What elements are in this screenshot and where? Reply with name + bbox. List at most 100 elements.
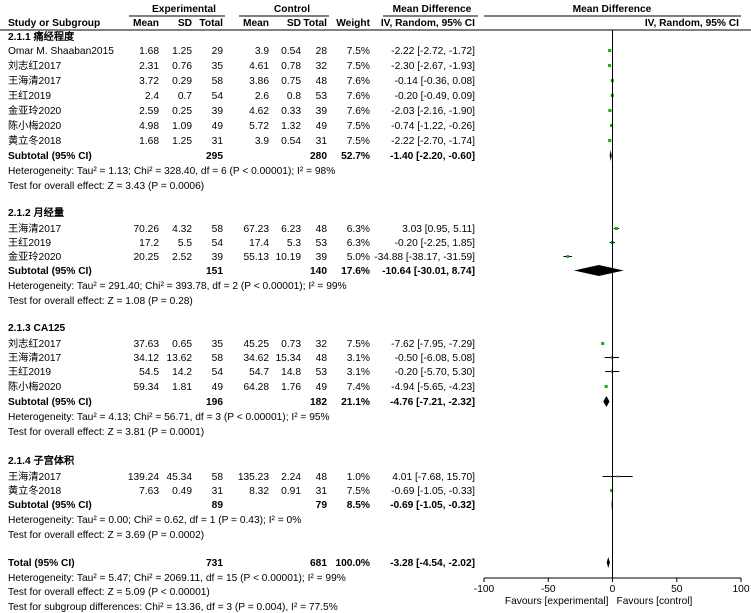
study-weight: 1.0% xyxy=(347,472,370,483)
subtotal-c-n: 182 xyxy=(310,397,327,408)
subtotal-e-n: 151 xyxy=(206,266,223,277)
study-e-mean: 3.72 xyxy=(139,76,159,87)
header-e-total: Total xyxy=(199,18,223,29)
study-c-n: 31 xyxy=(316,486,328,497)
study-c-n: 31 xyxy=(316,136,328,147)
study-c-mean: 17.4 xyxy=(249,238,269,249)
header-control: Control xyxy=(274,4,310,15)
study-e-sd: 1.25 xyxy=(172,46,192,57)
study-weight: 6.3% xyxy=(347,238,370,249)
study-weight: 6.3% xyxy=(347,224,370,235)
study-marker xyxy=(566,255,570,258)
total-heterogeneity: Heterogeneity: Tau² = 5.47; Chi² = 2069.… xyxy=(8,573,346,584)
subtotal-weight: 52.7% xyxy=(341,151,370,162)
study-c-sd: 2.24 xyxy=(281,472,301,483)
study-c-n: 49 xyxy=(316,121,328,132)
study-name: 刘志红2017 xyxy=(8,337,62,350)
study-name: 王红2019 xyxy=(8,89,51,102)
study-e-mean: 1.68 xyxy=(139,136,159,147)
study-name: 陈小梅2020 xyxy=(8,380,62,393)
subtotal-weight: 8.5% xyxy=(347,500,370,511)
subgroup-heterogeneity: Heterogeneity: Tau² = 291.40; Chi² = 393… xyxy=(8,281,347,292)
subtotal-c-n: 140 xyxy=(310,266,327,277)
x-tick-label: 100 xyxy=(733,584,750,595)
study-e-n: 49 xyxy=(212,121,224,132)
study-c-sd: 5.3 xyxy=(287,238,301,249)
study-e-n: 54 xyxy=(212,367,224,378)
subgroup-overall-effect: Test for overall effect: Z = 1.08 (P = 0… xyxy=(8,296,193,307)
total-label: Total (95% CI) xyxy=(8,558,75,569)
study-e-sd: 5.5 xyxy=(178,238,192,249)
study-e-sd: 1.09 xyxy=(172,121,192,132)
study-ci: -0.20 [-0.49, 0.09] xyxy=(395,91,476,102)
study-e-n: 31 xyxy=(212,486,224,497)
study-e-sd: 13.62 xyxy=(167,353,193,364)
study-ci: -2.03 [-2.16, -1.90] xyxy=(391,106,475,117)
study-ci: -2.22 [-2.70, -1.74] xyxy=(391,136,475,147)
favours-experimental-label: Favours [experimental] xyxy=(505,596,609,607)
study-ci: 4.01 [-7.68, 15.70] xyxy=(392,472,475,483)
subgroup-heterogeneity: Heterogeneity: Tau² = 4.13; Chi² = 56.71… xyxy=(8,412,330,423)
study-c-sd: 14.8 xyxy=(281,367,301,378)
study-name: 刘志红2017 xyxy=(8,59,62,72)
total-e-n: 731 xyxy=(206,558,223,569)
header-experimental: Experimental xyxy=(152,4,216,15)
study-c-sd: 15.34 xyxy=(276,353,302,364)
subtotal-diamond xyxy=(603,396,610,407)
study-c-mean: 4.61 xyxy=(249,61,269,72)
subtotal-label: Subtotal (95% CI) xyxy=(8,151,92,162)
study-name: 王海清2017 xyxy=(8,74,62,87)
study-name: 金亚玲2020 xyxy=(8,250,62,263)
subtotal-diamond xyxy=(611,499,613,510)
study-weight: 7.4% xyxy=(347,382,370,393)
study-c-sd: 1.76 xyxy=(281,382,301,393)
study-marker xyxy=(614,227,618,230)
total-weight: 100.0% xyxy=(335,558,370,569)
subtotal-weight: 21.1% xyxy=(341,397,370,408)
study-e-mean: 20.25 xyxy=(134,252,160,263)
header-mean-difference-plot: Mean Difference xyxy=(573,4,652,15)
study-c-mean: 54.7 xyxy=(249,367,269,378)
study-e-mean: 54.5 xyxy=(139,367,159,378)
study-c-sd: 0.75 xyxy=(281,76,301,87)
study-marker xyxy=(610,488,614,493)
x-tick-label: 0 xyxy=(610,584,616,595)
study-e-mean: 1.68 xyxy=(139,46,159,57)
study-c-n: 48 xyxy=(316,353,328,364)
study-c-n: 28 xyxy=(316,46,328,57)
study-e-mean: 59.34 xyxy=(134,382,160,393)
study-weight: 7.6% xyxy=(347,91,370,102)
study-c-mean: 55.13 xyxy=(244,252,270,263)
study-marker xyxy=(604,384,608,389)
study-e-mean: 7.63 xyxy=(139,486,159,497)
study-weight: 7.5% xyxy=(347,136,370,147)
subtotal-e-n: 295 xyxy=(206,151,223,162)
study-e-n: 31 xyxy=(212,136,224,147)
study-c-mean: 4.62 xyxy=(249,106,269,117)
study-c-mean: 64.28 xyxy=(244,382,270,393)
subtotal-weight: 17.6% xyxy=(341,266,370,277)
study-e-mean: 2.4 xyxy=(145,91,159,102)
study-marker xyxy=(608,48,612,53)
study-c-sd: 6.23 xyxy=(281,224,301,235)
study-c-mean: 8.32 xyxy=(249,486,269,497)
study-e-sd: 14.2 xyxy=(172,367,192,378)
subtotal-diamond xyxy=(609,150,612,161)
study-c-sd: 0.91 xyxy=(281,486,301,497)
total-ci: -3.28 [-4.54, -2.02] xyxy=(390,558,475,569)
study-c-mean: 67.23 xyxy=(244,224,270,235)
study-name: Omar M. Shaaban2015 xyxy=(8,46,114,57)
study-c-sd: 0.33 xyxy=(281,106,301,117)
study-c-sd: 0.73 xyxy=(281,339,301,350)
study-name: 王红2019 xyxy=(8,365,51,378)
study-ci: -0.20 [-5.70, 5.30] xyxy=(395,367,476,378)
study-c-sd: 10.19 xyxy=(276,252,302,263)
header-mean-difference: Mean Difference xyxy=(393,4,472,15)
x-tick-label: -50 xyxy=(541,584,556,595)
study-marker xyxy=(616,475,619,478)
subgroup-differences: Test for subgroup differences: Chi² = 13… xyxy=(8,602,338,613)
study-e-sd: 0.25 xyxy=(172,106,192,117)
study-weight: 7.5% xyxy=(347,61,370,72)
study-e-n: 35 xyxy=(212,339,224,350)
